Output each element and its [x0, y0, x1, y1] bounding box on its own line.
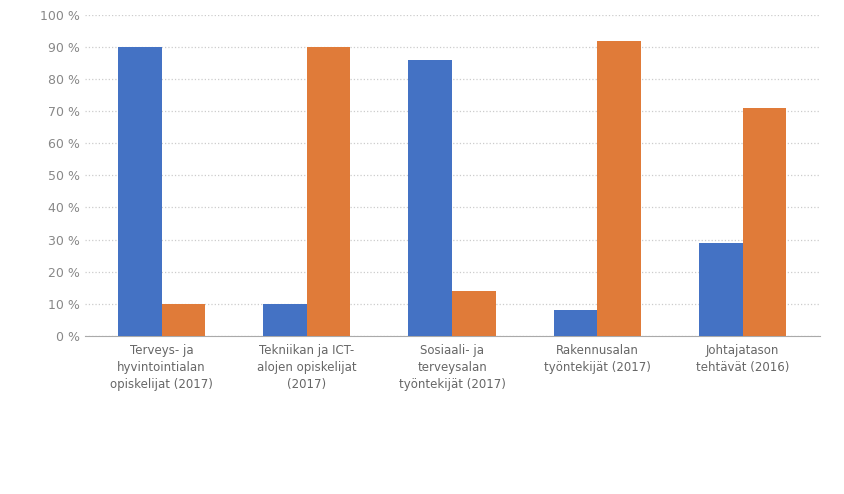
Bar: [553, 310, 597, 336]
Bar: [161, 304, 205, 336]
Bar: [408, 60, 452, 336]
Bar: [306, 47, 350, 336]
Bar: [262, 304, 306, 336]
Bar: [118, 47, 161, 336]
Bar: [742, 108, 785, 336]
Bar: [597, 41, 641, 336]
Bar: [452, 291, 495, 336]
Bar: [698, 243, 742, 336]
